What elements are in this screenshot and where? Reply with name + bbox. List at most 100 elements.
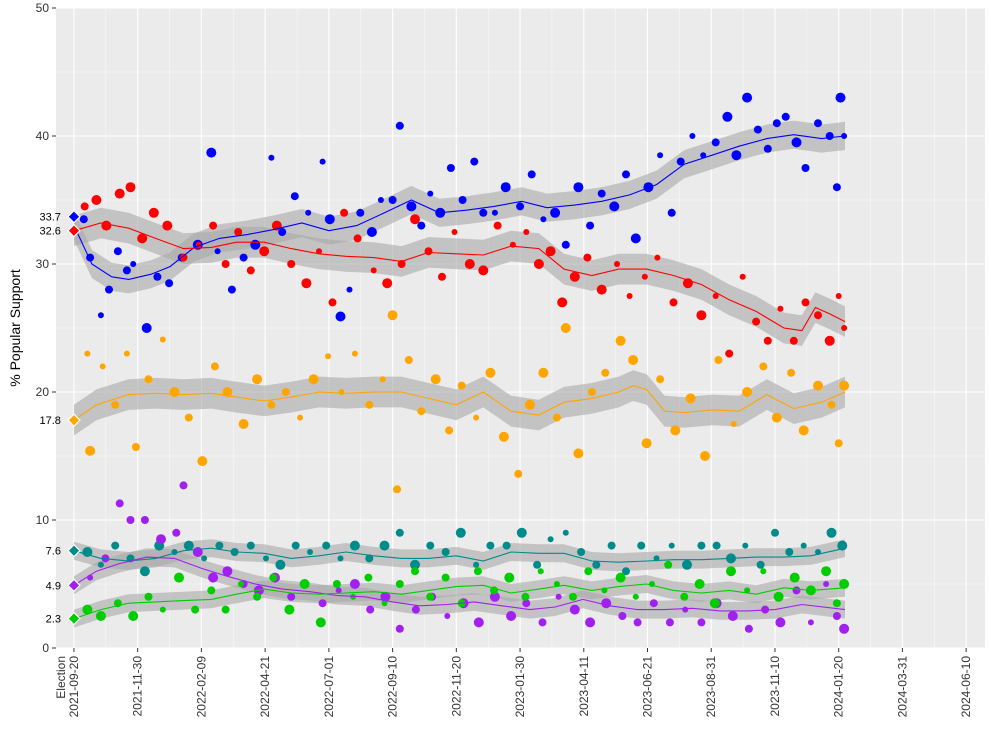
poll-point-2 (714, 356, 723, 364)
poll-point-0 (491, 209, 498, 216)
poll-point-4 (618, 612, 627, 620)
poll-point-1 (814, 311, 822, 320)
poll-point-1 (101, 220, 112, 231)
poll-point-4 (208, 572, 219, 583)
poll-point-1 (614, 261, 620, 267)
poll-point-5 (553, 581, 560, 587)
x-tick-label: 2023-08-31 (704, 656, 718, 718)
poll-point-3 (426, 541, 435, 550)
poll-point-1 (669, 298, 678, 307)
poll-point-5 (521, 592, 530, 601)
poll-point-0 (722, 111, 733, 122)
poll-point-0 (290, 192, 299, 201)
poll-point-4 (140, 516, 149, 524)
poll-point-2 (84, 350, 91, 357)
poll-point-3 (473, 561, 480, 568)
poll-point-3 (622, 567, 630, 576)
poll-point-4 (473, 617, 484, 628)
poll-point-2 (730, 421, 737, 427)
poll-point-4 (633, 618, 642, 627)
poll-point-3 (637, 541, 646, 550)
poll-point-3 (562, 529, 569, 536)
poll-point-5 (473, 567, 482, 576)
poll-point-5 (537, 568, 544, 575)
x-tick-label: 2022-11-20 (449, 656, 463, 717)
poll-point-4 (839, 623, 850, 634)
poll-point-1 (382, 278, 393, 289)
poll-point-2 (417, 407, 426, 416)
poll-point-5 (237, 581, 244, 587)
poll-point-5 (253, 592, 262, 601)
x-tick-label: 2021-11-30 (131, 656, 145, 717)
poll-point-5 (332, 580, 341, 588)
poll-point-1 (739, 273, 746, 280)
poll-point-5 (569, 592, 577, 601)
poll-point-4 (349, 579, 360, 589)
poll-point-4 (585, 617, 596, 628)
poll-point-1 (789, 336, 798, 345)
poll-point-1 (712, 293, 719, 299)
poll-point-0 (122, 266, 131, 275)
poll-point-2 (393, 485, 402, 494)
poll-point-5 (726, 566, 736, 577)
poll-point-3 (668, 542, 675, 549)
confidence-band-5 (74, 575, 845, 628)
poll-point-0 (427, 190, 434, 197)
poll-point-4 (538, 618, 547, 627)
poll-point-4 (115, 499, 124, 508)
poll-point-4 (366, 605, 375, 614)
poll-point-1 (725, 349, 734, 358)
confidence-band-0 (74, 120, 845, 294)
poll-point-2 (685, 393, 696, 404)
election-marker-inner-2 (70, 416, 78, 424)
poll-point-3 (441, 548, 450, 556)
poll-point-5 (95, 611, 106, 621)
election-marker-inner-0 (70, 213, 78, 220)
poll-point-0 (550, 207, 561, 218)
poll-point-4 (832, 612, 841, 620)
poll-point-1 (301, 278, 312, 289)
poll-point-0 (791, 137, 802, 148)
poll-point-3 (410, 559, 420, 570)
poll-point-0 (250, 239, 261, 250)
poll-point-1 (209, 221, 218, 230)
poll-point-2 (222, 387, 233, 397)
poll-point-0 (324, 214, 335, 225)
poll-point-4 (823, 581, 830, 587)
poll-point-5 (504, 572, 515, 583)
poll-point-1 (777, 305, 784, 312)
x-tick-label: 2022-04-21 (258, 656, 272, 718)
poll-point-1 (287, 260, 296, 268)
poll-point-5 (411, 567, 419, 576)
y-tick-label: 20 (36, 385, 50, 399)
poll-point-0 (667, 208, 676, 217)
poll-point-3 (275, 559, 286, 570)
x-tick-label: 2024-06-10 (959, 656, 973, 718)
poll-point-2 (267, 400, 276, 409)
poll-point-5 (680, 592, 689, 601)
poll-point-0 (278, 228, 287, 236)
poll-point-2 (514, 469, 523, 478)
poll-point-5 (269, 573, 278, 582)
poll-point-0 (346, 286, 353, 293)
poll-point-4 (555, 593, 562, 600)
poll-point-3 (592, 560, 601, 569)
poll-point-3 (785, 548, 794, 556)
trend-line-0 (73, 134, 846, 280)
x-tick-label: 2023-01-30 (513, 656, 527, 718)
poll-point-4 (727, 611, 738, 621)
poll-point-3 (697, 541, 706, 550)
poll-point-3 (800, 542, 807, 549)
y-tick-label: 10 (36, 513, 50, 527)
poll-point-3 (97, 561, 104, 568)
trend-lines (73, 134, 846, 620)
poll-point-2 (252, 374, 263, 385)
poll-point-3 (337, 555, 344, 562)
poll-point-3 (365, 554, 374, 563)
poll-point-5 (709, 598, 720, 609)
poll-point-4 (179, 481, 188, 490)
poll-point-2 (387, 310, 398, 321)
poll-point-5 (839, 579, 850, 589)
poll-point-0 (763, 144, 772, 153)
